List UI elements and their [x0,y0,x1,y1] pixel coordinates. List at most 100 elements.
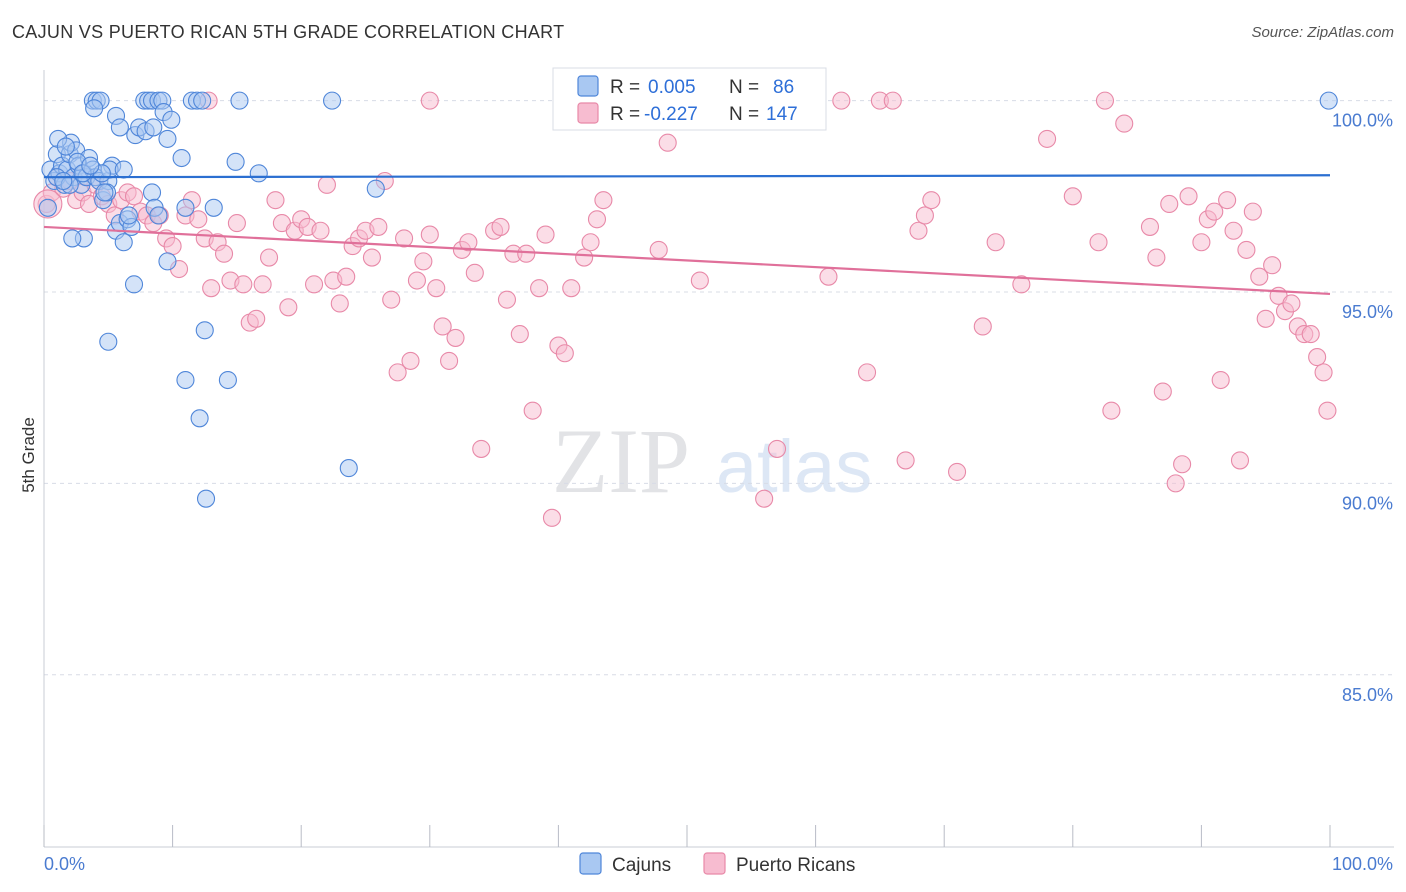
puerto-rican-point [1063,187,1082,206]
puerto-rican-point [832,91,851,110]
puerto-rican-point [433,317,452,336]
puerto-rican-point [266,191,285,210]
cajun-point [63,229,82,248]
cajun-point [204,198,223,217]
legend-r-label-cajun: R = [610,77,640,98]
puerto-rican-point [510,325,529,344]
cajun-point [56,137,75,156]
y-tick-label: 100.0% [1332,111,1393,131]
cajun-point [218,370,237,390]
cajun-point [195,321,214,340]
legend-r-value-pr: -0.227 [644,104,698,125]
puerto-rican-point [202,279,221,298]
puerto-rican-point [401,351,420,370]
cajun-point [366,179,385,198]
puerto-rican-point [1179,187,1198,206]
cajun-point [85,99,104,118]
legend-r-value-cajun: 0.005 [648,77,696,98]
puerto-rican-point [915,206,934,225]
puerto-rican-point [1282,294,1301,313]
cajun-point [162,110,181,129]
puerto-rican-point [317,175,336,194]
puerto-rican-point [369,217,388,236]
y-tick-label: 90.0% [1342,493,1393,513]
puerto-rican-point [555,344,574,363]
cajun-point [114,160,133,179]
puerto-rican-point [1237,240,1256,259]
watermark-atlas: atlas [716,425,872,508]
cajun-point [323,91,342,110]
puerto-rican-point [227,214,246,233]
puerto-rican-point [896,451,915,470]
puerto-rican-point [472,439,491,458]
puerto-rican-point [1314,363,1333,382]
puerto-rican-point [1140,217,1160,236]
puerto-rican-point [1160,194,1179,214]
cajun-point [230,91,249,110]
puerto-rican-point [587,210,607,229]
puerto-rican-point [973,317,992,336]
puerto-rican-point [1308,348,1327,367]
puerto-rican-point [594,191,613,210]
puerto-rican-point [755,489,774,508]
puerto-rican-point [163,237,182,256]
puerto-rican-trend-line [43,225,1331,296]
cajun-point [124,275,144,294]
legend-n-label-pr: N = [729,104,759,125]
cajun-point [196,489,216,508]
puerto-rican-point [305,275,324,294]
legend-swatch-pr [577,102,599,124]
puerto-rican-point [857,363,877,382]
puerto-rican-point [1256,309,1275,328]
cajun-point [176,370,195,390]
puerto-rican-point [1115,114,1134,133]
legend-swatch-cajun [577,75,599,97]
puerto-rican-point [517,244,536,263]
puerto-rican-point [1192,233,1211,252]
puerto-rican-point [819,267,838,286]
x-tick-label: 0.0% [44,854,85,874]
puerto-rican-point [536,225,555,244]
puerto-rican-point [1089,233,1108,252]
cajun-point [119,206,138,225]
puerto-rican-point [909,221,928,240]
puerto-rican-point [658,133,677,152]
puerto-rican-point [1153,382,1172,401]
puerto-rican-point [427,279,446,298]
puerto-rican-point [948,462,967,481]
bottom-legend: Cajuns Puerto Ricans [579,852,855,876]
legend-n-label-cajun: N = [729,77,759,98]
puerto-rican-point [1243,202,1262,221]
puerto-rican-point [124,187,144,206]
cajun-point [99,332,118,351]
puerto-rican-point [523,401,542,420]
cajun-point [54,171,73,191]
puerto-rican-point [1095,91,1114,110]
puerto-rican-point [214,244,234,263]
watermark-zip: ZIP [552,410,690,512]
puerto-rican-point [465,263,484,282]
top-legend: R = 0.005 N = 86 R = -0.227 N = 147 [552,67,827,131]
x-tick-label: 100.0% [1332,854,1393,874]
puerto-rican-point [491,217,510,236]
legend-n-value-cajun: 86 [773,77,794,98]
cajun-point [172,148,191,168]
puerto-rican-point [581,233,600,252]
bottom-legend-cajun: Cajuns [612,855,671,876]
puerto-rican-point [259,248,279,267]
puerto-rican-point [1166,474,1185,493]
cajun-point [226,152,245,171]
bottom-legend-pr: Puerto Ricans [736,855,855,876]
puerto-rican-point [542,508,562,527]
y-axis-label: 5th Grade [19,417,38,493]
grid-lines [44,100,1394,676]
legend-n-value-pr: 147 [766,104,798,125]
puerto-rican-point [420,91,439,110]
cajun-point [114,233,133,252]
puerto-rican-point [497,290,517,309]
cajun-point [158,252,177,271]
puerto-rican-point [414,252,433,271]
chart-title: CAJUN VS PUERTO RICAN 5TH GRADE CORRELAT… [12,22,565,42]
puerto-rican-point [883,91,902,110]
